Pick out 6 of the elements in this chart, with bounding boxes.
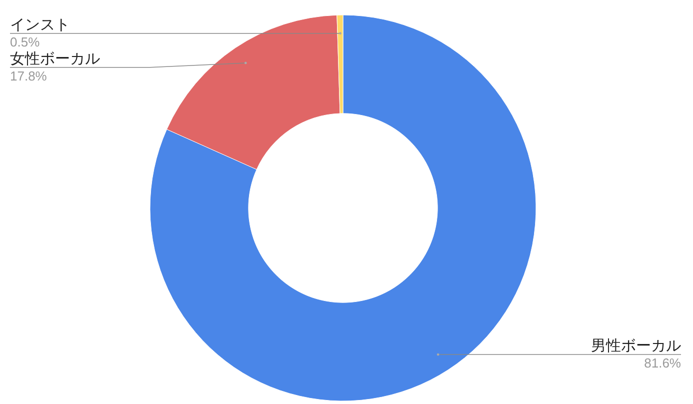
- slice-label: インスト: [10, 15, 70, 34]
- slice-label: 女性ボーカル: [10, 49, 100, 68]
- slice-label: 男性ボーカル: [591, 336, 681, 355]
- data-label: 0.5%: [10, 34, 40, 50]
- data-label: 17.8%: [10, 68, 48, 84]
- data-label: 81.6%: [644, 356, 682, 371]
